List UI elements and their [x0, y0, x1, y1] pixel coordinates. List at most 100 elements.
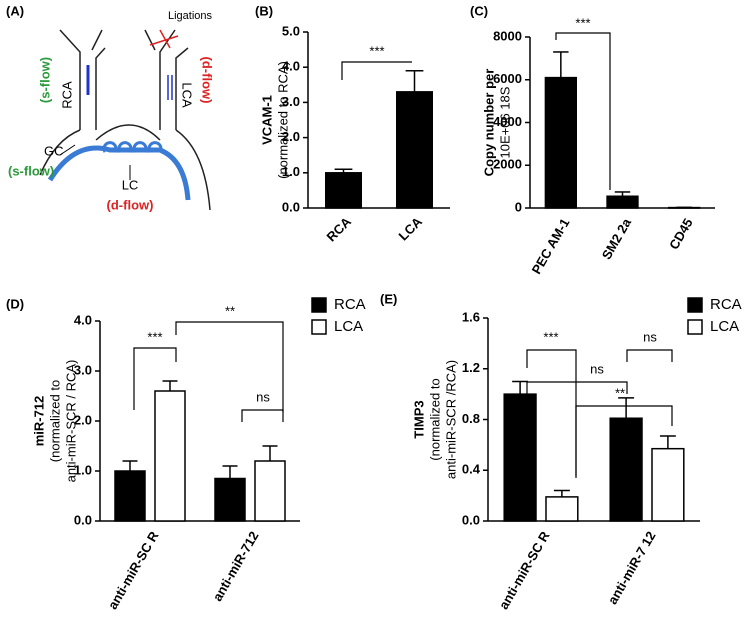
- y-tick-label: 0.0: [282, 199, 300, 214]
- carotid: [39, 124, 211, 211]
- bar: [545, 496, 579, 522]
- bar: [214, 477, 246, 522]
- significance-label: ns: [643, 329, 657, 344]
- lca-label: LCA: [180, 82, 195, 108]
- legend-swatch: [687, 297, 703, 313]
- bar: [544, 76, 578, 209]
- y-tick-label: 3.0: [282, 94, 300, 109]
- significance-bracket: [175, 321, 284, 412]
- y-tick-label: 0.8: [462, 411, 480, 426]
- pointer-arrows: [59, 144, 131, 180]
- significance-label: ns: [590, 361, 604, 376]
- y-axis-label: (normalized to: [47, 380, 62, 462]
- significance-label: ***: [147, 329, 162, 344]
- lc-label: LC: [122, 177, 139, 192]
- x-tick-label: anti-miR-7 12: [605, 529, 659, 607]
- y-tick-label: 2000: [493, 157, 522, 172]
- y-axis-label: VCAM-1: [259, 95, 274, 145]
- y-tick-label: 3.0: [74, 362, 92, 377]
- bar: [396, 91, 433, 209]
- x-tick-label: LCA: [396, 214, 426, 244]
- y-axis-label: anti-miR-SCR / RCA): [63, 360, 78, 483]
- panel-label: (C): [470, 3, 488, 18]
- significance-label: ***: [575, 15, 590, 30]
- y-axis-label: (normalized to: [427, 378, 442, 460]
- lca-vessel: [144, 29, 189, 130]
- y-axis-label: miR-712: [31, 396, 46, 447]
- y-axis-label: (normalized to RCA): [275, 61, 290, 179]
- gc-label: GC: [44, 143, 64, 158]
- x-tick-label: CD45: [666, 216, 696, 252]
- legend-label: RCA: [334, 296, 366, 313]
- y-tick-label: 0.0: [74, 512, 92, 527]
- bar: [154, 390, 186, 522]
- bar: [503, 393, 537, 522]
- bar: [606, 195, 639, 209]
- y-tick-label: 1.0: [74, 462, 92, 477]
- y-tick-label: 1.0: [282, 164, 300, 179]
- panel-label: (A): [6, 3, 24, 18]
- y-axis-label: Copy number per: [481, 69, 496, 177]
- y-tick-label: 1.2: [462, 360, 480, 375]
- significance-label: **: [615, 385, 625, 400]
- y-tick-label: 1.6: [462, 309, 480, 324]
- bar: [651, 447, 685, 522]
- y-tick-label: 2.0: [74, 412, 92, 427]
- y-axis-label: TIMP3: [411, 400, 426, 438]
- diagram: [39, 29, 211, 211]
- bar: [668, 206, 701, 209]
- panel-label: (B): [255, 3, 273, 18]
- x-tick-label: anti-miR-712: [210, 529, 262, 604]
- legend-swatch: [311, 319, 327, 335]
- legend-swatch: [311, 297, 327, 313]
- ligations-label: Ligations: [168, 10, 213, 22]
- bar: [325, 172, 362, 209]
- s-flow-label: (s-flow): [8, 163, 54, 178]
- significance-label: ***: [369, 43, 384, 58]
- significance-bracket: [575, 405, 673, 476]
- x-tick-label: anti-miR-SC R: [496, 528, 553, 612]
- rca-vessel: [59, 29, 106, 130]
- y-tick-label: 8000: [493, 28, 522, 43]
- d-flow-arrow: [167, 75, 173, 100]
- bar: [114, 470, 146, 522]
- y-tick-label: 4.0: [74, 312, 92, 327]
- x-tick-label: anti-miR-SC R: [105, 528, 162, 612]
- d-flow-label: (d-flow): [200, 57, 215, 104]
- bar: [254, 460, 286, 522]
- flow-path: [47, 145, 191, 201]
- y-axis-label: 10E+06 18S: [497, 86, 512, 158]
- significance-bracket: [626, 349, 673, 362]
- y-tick-label: 5.0: [282, 23, 300, 38]
- y-axis-label: anti-miR-SCR /RCA): [443, 360, 458, 479]
- panel-label: (D): [6, 296, 24, 311]
- significance-label: **: [225, 303, 235, 318]
- panel-label: (E): [380, 291, 397, 306]
- d-flow-label: (d-flow): [107, 197, 154, 212]
- significance-label: ***: [543, 329, 558, 344]
- legend-swatch: [687, 319, 703, 335]
- rca-label: RCA: [59, 81, 74, 109]
- legend-label: LCA: [710, 318, 739, 335]
- y-tick-label: 2.0: [282, 129, 300, 144]
- significance-bracket: [241, 409, 284, 422]
- significance-bracket: [133, 347, 177, 410]
- y-tick-label: 0.4: [462, 462, 481, 477]
- bar: [609, 417, 643, 522]
- y-tick-label: 4.0: [282, 59, 300, 74]
- x-tick-label: SM2 2a: [599, 215, 635, 262]
- s-flow-label: (s-flow): [37, 57, 52, 103]
- significance-bracket: [341, 61, 412, 80]
- flow-eddies: [102, 141, 163, 153]
- y-tick-label: 0.0: [462, 512, 480, 527]
- y-tick-label: 6000: [493, 71, 522, 86]
- x-tick-label: RCA: [324, 214, 355, 245]
- legend-label: LCA: [334, 318, 363, 335]
- significance-bracket: [526, 381, 628, 412]
- y-tick-label: 0: [515, 199, 522, 214]
- y-tick-label: 4000: [493, 114, 522, 129]
- ligation-marks: [149, 29, 179, 49]
- significance-label: ns: [256, 389, 270, 404]
- significance-bracket: [555, 32, 611, 190]
